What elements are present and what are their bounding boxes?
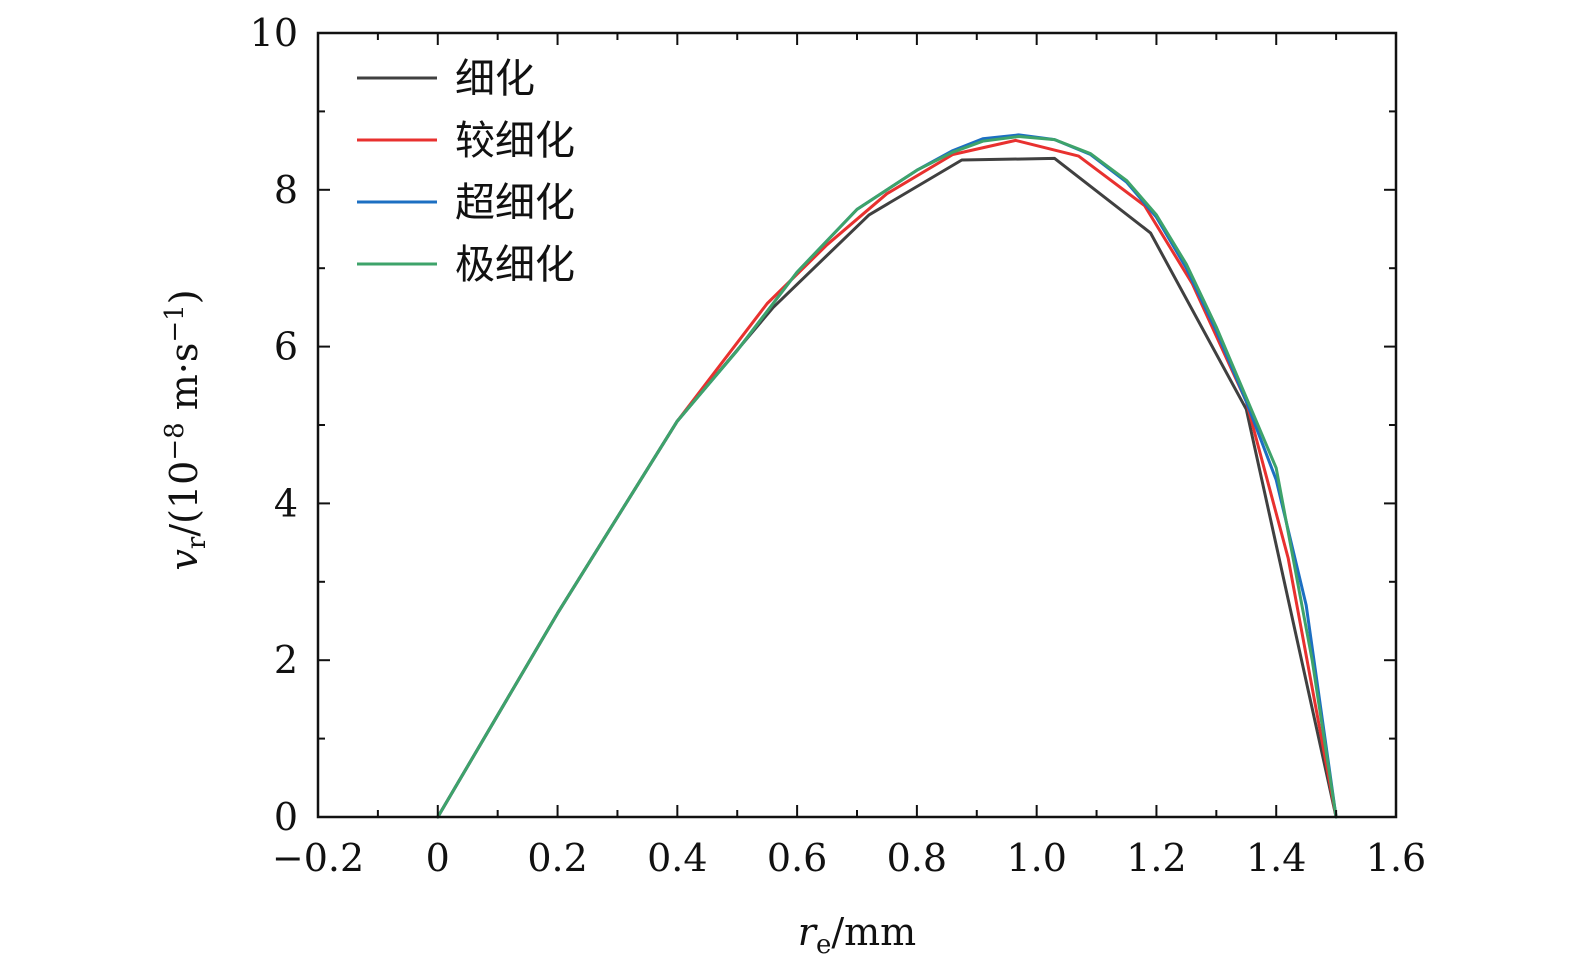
y-tick-label: 0: [274, 795, 298, 839]
x-tick-label: 1.2: [1126, 836, 1186, 880]
legend-label-4: 极细化: [455, 242, 575, 288]
legend-label-2: 较细化: [455, 118, 575, 164]
legend-label-1: 细化: [455, 56, 535, 102]
y-tick-label: 6: [274, 325, 298, 369]
x-tick-label: 1.0: [1006, 836, 1066, 880]
x-tick-label: 1.6: [1366, 836, 1426, 880]
x-tick-label: 0.4: [647, 836, 707, 880]
legend-label-3: 超细化: [455, 180, 575, 226]
y-tick-label: 8: [274, 168, 298, 212]
x-tick-label: 0.8: [887, 836, 947, 880]
x-tick-label: −0.2: [272, 836, 364, 880]
x-tick-label: 0.2: [527, 836, 587, 880]
y-tick-label: 4: [274, 481, 298, 525]
series-line-3: [436, 133, 1338, 819]
y-tick-label: 2: [274, 638, 298, 682]
x-axis-title: re/mm: [798, 910, 916, 960]
x-tick-label: 1.4: [1246, 836, 1306, 880]
series-line-4: [436, 135, 1338, 819]
x-tick-label: 0.6: [767, 836, 827, 880]
x-tick-label: 0: [426, 836, 450, 880]
y-tick-label: 10: [250, 11, 298, 55]
y-axis-title: vr/(10−8 m·s−1): [160, 289, 212, 570]
series-layer: [436, 133, 1338, 819]
